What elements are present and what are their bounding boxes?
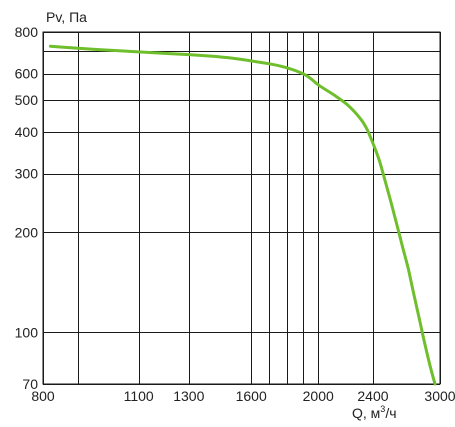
curve-layer: [48, 44, 437, 386]
y-tick-label: 100: [15, 324, 39, 340]
x-tick-label: 800: [31, 388, 55, 404]
x-tick-label: 3000: [424, 388, 455, 404]
y-tick-label: 500: [15, 92, 39, 108]
x-tick-label: 1600: [236, 388, 267, 404]
y-tick-label: 300: [15, 166, 39, 182]
y-tick-label: 600: [15, 66, 39, 82]
x-axis-label-prefix: Q, м: [352, 405, 380, 421]
x-tick-label: 1300: [173, 388, 204, 404]
y-tick-label: 70: [22, 376, 38, 392]
y-tick-label: 400: [15, 124, 39, 140]
x-tick-label: 2000: [303, 388, 334, 404]
x-axis-label-suffix: /ч: [385, 405, 396, 421]
x-axis-label-sup: 3: [380, 404, 385, 414]
y-axis-label: Pv, Па: [46, 9, 87, 25]
series-line: [48, 44, 437, 386]
grid: [43, 32, 441, 385]
plot-frame: [42, 31, 441, 385]
tick-labels: 800 1100 1300 1600 2000 2400 3000 70 100 200 300 40…: [15, 24, 455, 404]
y-tick-label: 800: [15, 24, 39, 40]
x-tick-label: 1100: [124, 388, 154, 404]
y-tick-label: 200: [15, 224, 39, 240]
x-axis-label: Q, м3/ч: [352, 404, 397, 421]
x-tick-label: 2400: [357, 388, 388, 404]
